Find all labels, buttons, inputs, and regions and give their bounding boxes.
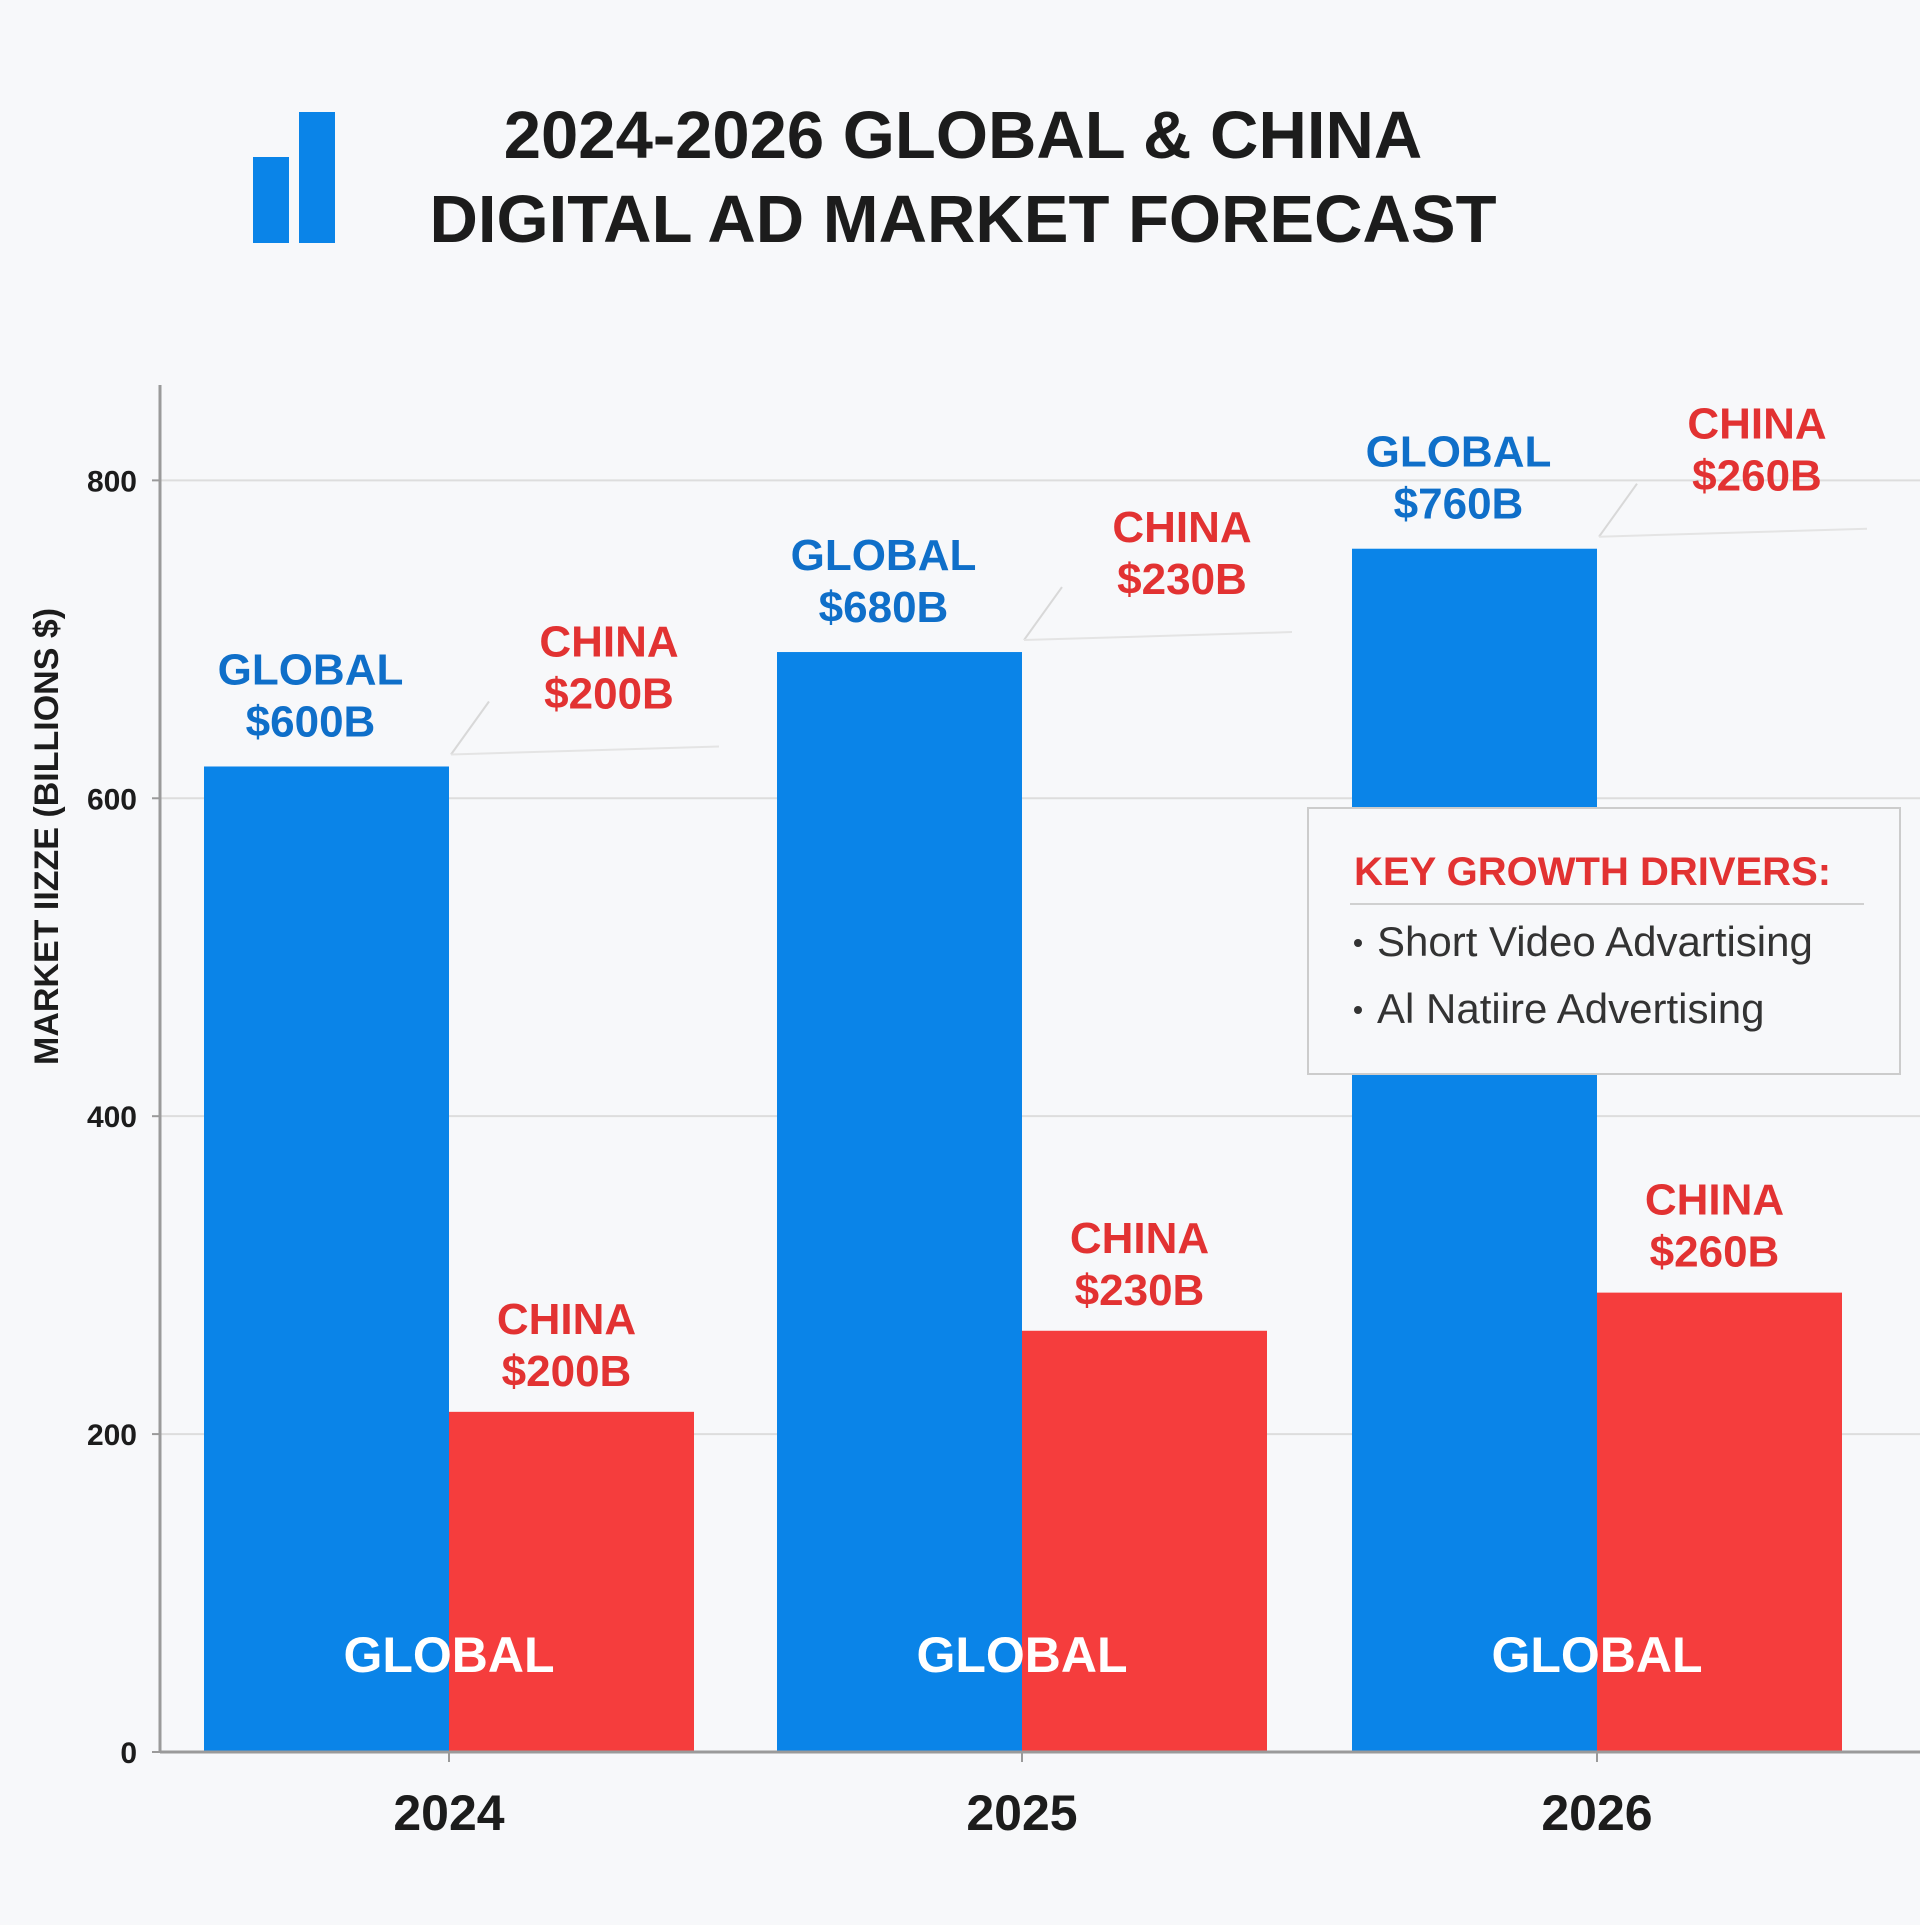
bullet-icon [1354,939,1362,947]
global-value-label: $680B [819,583,949,632]
bar-global [204,766,449,1752]
y-axis-label: MARKET IIZZE (BILLIONS $) [28,608,66,1065]
bar-china [1597,1292,1842,1752]
china-series-name-label: CHINA [497,1295,636,1344]
growth-driver-item: Al Natiire Advertising [1377,985,1765,1032]
axes: 0 200 400 600 800 2024 2025 2026 [87,385,1920,1841]
china-series-name-label: CHINA [1070,1214,1209,1263]
bar-series-label: GLOBAL [343,1627,554,1683]
data-labels: GLOBALGLOBAL$600BCHINA$200BCHINA$200BGLO… [218,400,1868,1683]
key-growth-drivers-box: KEY GROWTH DRIVERS: Short Video Advartis… [1307,807,1901,1075]
bar-series-label: GLOBAL [1491,1627,1702,1683]
global-series-name-label: GLOBAL [218,645,404,694]
x-tick-label: 2025 [966,1785,1077,1841]
china-callout-value: $200B [544,669,674,718]
y-tick-label: 400 [87,1101,137,1134]
bar-china [449,1411,694,1752]
china-callout-name: CHINA [1687,400,1826,449]
y-tick-label: 200 [87,1419,137,1452]
global-series-name-label: GLOBAL [791,531,977,580]
chart-title-line-2: DIGITAL AD MARKET FORECAST [430,182,1497,257]
callout-underline [1023,631,1293,642]
callout-leader-line [1023,586,1063,641]
y-tick-label: 600 [87,783,137,816]
china-series-name-label: CHINA [1645,1176,1784,1225]
bar-chart-icon [253,112,335,243]
china-callout-name: CHINA [539,617,678,666]
key-growth-drivers-title: KEY GROWTH DRIVERS: [1354,850,1831,894]
china-callout-value: $260B [1692,452,1822,501]
bar-global [1352,548,1597,1752]
x-tick-label: 2024 [393,1785,504,1841]
callout-leader-line [1598,483,1638,538]
china-callout-name: CHINA [1112,503,1251,552]
callout-underline [1598,527,1868,538]
china-value-label: $260B [1650,1228,1780,1277]
y-tick-label: 800 [87,465,137,498]
y-tick-label: 0 [120,1737,137,1770]
bullet-icon [1354,1006,1362,1014]
callout-underline [450,745,720,756]
bars [204,548,1842,1752]
global-value-label: $760B [1394,480,1524,529]
x-tick-label: 2026 [1541,1785,1652,1841]
global-value-label: $600B [246,697,376,746]
chart-title-line-1: 2024-2026 GLOBAL & CHINA [504,98,1422,173]
bar-china [1022,1330,1267,1752]
bar-global [777,652,1022,1752]
callout-leader-line [450,700,490,756]
growth-driver-item: Short Video Advartising [1377,918,1813,965]
china-value-label: $230B [1075,1266,1205,1315]
china-callout-value: $230B [1117,555,1247,604]
global-series-name-label: GLOBAL [1366,428,1552,477]
bar-series-label: GLOBAL [916,1627,1127,1683]
china-value-label: $200B [502,1347,632,1396]
